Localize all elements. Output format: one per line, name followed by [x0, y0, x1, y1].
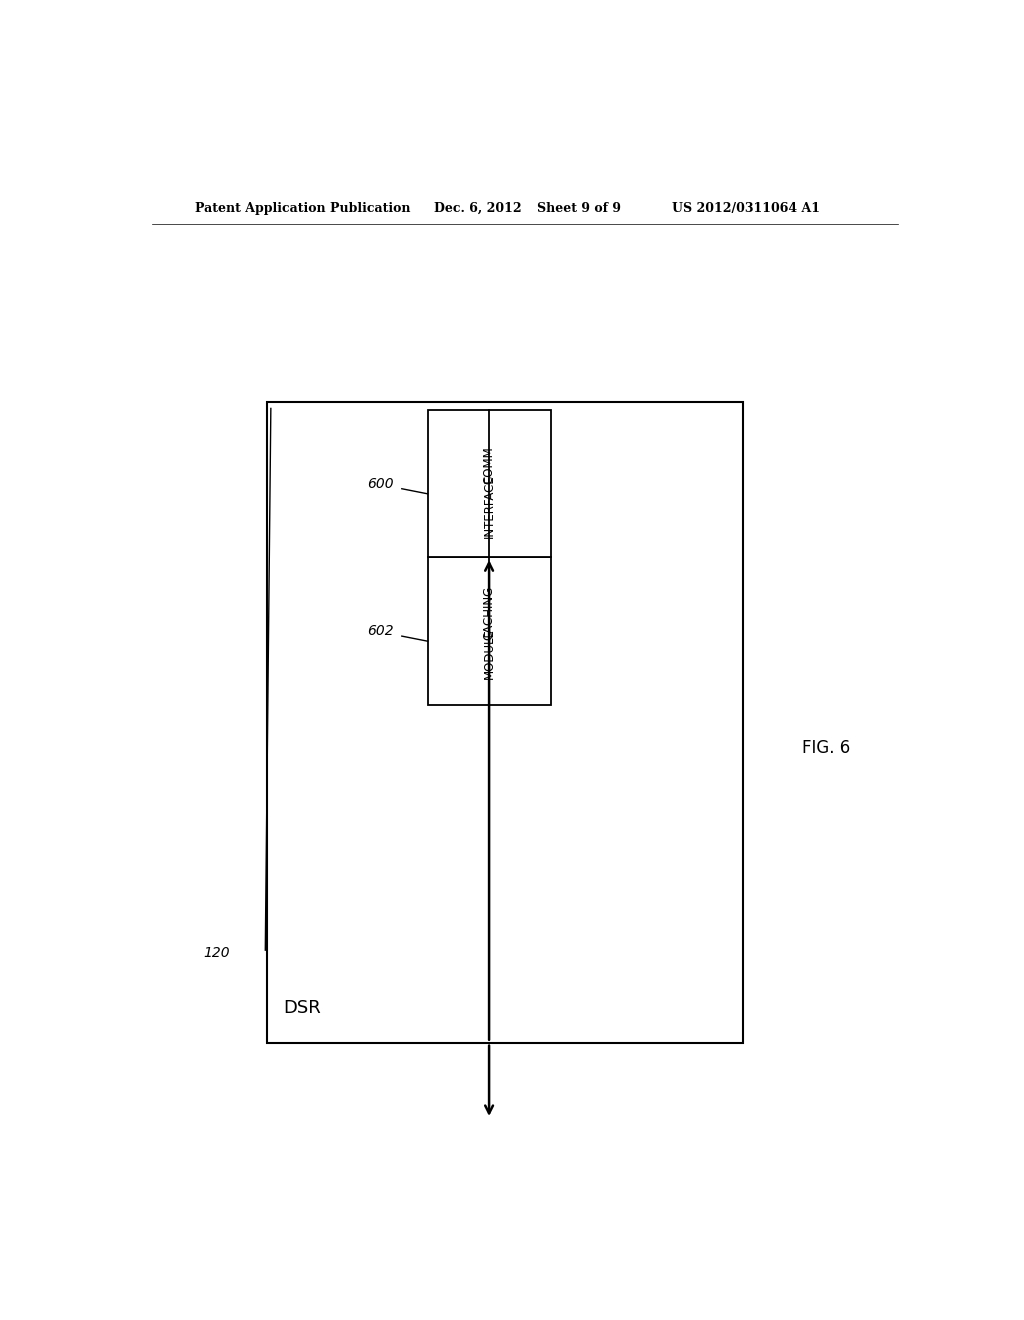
Text: Patent Application Publication: Patent Application Publication: [196, 202, 411, 215]
Text: COMM: COMM: [482, 446, 496, 484]
Text: 600: 600: [368, 477, 394, 491]
Text: DSR: DSR: [283, 999, 321, 1018]
Text: 602: 602: [368, 624, 394, 638]
Text: MODULE: MODULE: [482, 628, 496, 678]
Bar: [428, 411, 551, 557]
Text: CACHING: CACHING: [482, 586, 496, 640]
Text: Sheet 9 of 9: Sheet 9 of 9: [537, 202, 621, 215]
Text: 120: 120: [203, 946, 229, 960]
Text: FIG. 6: FIG. 6: [802, 739, 851, 756]
Text: INTERFACE: INTERFACE: [482, 474, 496, 537]
Text: Dec. 6, 2012: Dec. 6, 2012: [433, 202, 521, 215]
Bar: [267, 403, 743, 1043]
Bar: [428, 557, 551, 705]
Text: US 2012/0311064 A1: US 2012/0311064 A1: [672, 202, 819, 215]
